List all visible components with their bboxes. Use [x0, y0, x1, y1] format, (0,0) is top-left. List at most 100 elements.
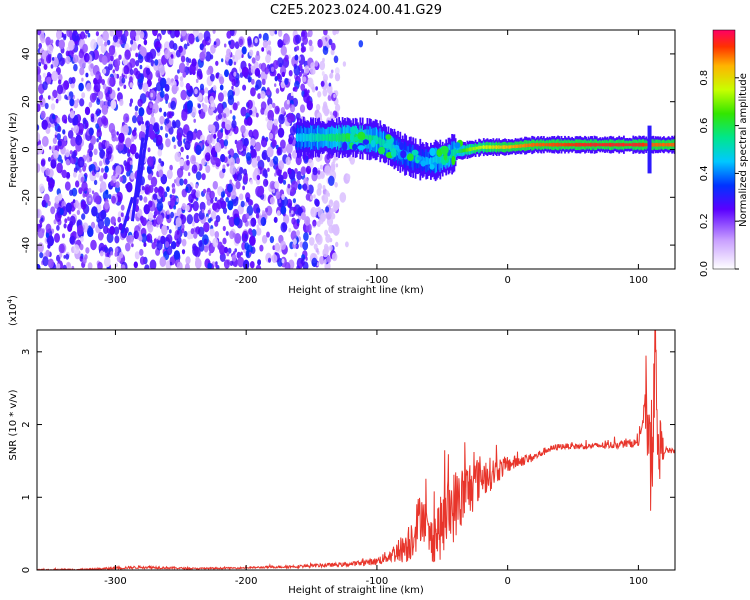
- noise-cell: [238, 38, 244, 46]
- ridge-core: [641, 142, 644, 147]
- noise-cell: [183, 178, 188, 185]
- noise-cell: [235, 180, 241, 190]
- noise-cell: [274, 83, 277, 87]
- noise-cell: [63, 80, 70, 90]
- noise-cell: [151, 242, 157, 250]
- noise-cell: [264, 110, 268, 116]
- noise-cell: [277, 57, 284, 68]
- noise-cell: [234, 41, 240, 49]
- noise-cell: [300, 83, 306, 92]
- ridge-core: [567, 142, 570, 147]
- noise-cell: [233, 216, 240, 226]
- ridge-core: [621, 143, 624, 147]
- noise-cell: [233, 61, 237, 66]
- ridge-core: [524, 143, 526, 148]
- ridge-core: [473, 147, 476, 151]
- noise-cell: [302, 256, 305, 261]
- noise-cell: [125, 137, 132, 148]
- noise-cell: [264, 67, 270, 75]
- noise-cell: [250, 217, 257, 227]
- noise-cell: [61, 114, 68, 124]
- ridge-core: [639, 142, 642, 147]
- noise-cell: [319, 171, 325, 180]
- noise-cell: [116, 255, 121, 263]
- noise-cell: [114, 235, 120, 244]
- noise-cell: [239, 193, 244, 201]
- noise-cell: [114, 251, 118, 257]
- noise-cell: [126, 235, 131, 243]
- ridge-core: [466, 147, 469, 152]
- ridge-core: [438, 156, 440, 164]
- ridge-blob: [454, 142, 461, 149]
- noise-cell: [38, 61, 42, 67]
- noise-cell: [221, 58, 224, 63]
- noise-cell: [166, 169, 173, 180]
- noise-cell: [45, 249, 50, 258]
- noise-cell: [323, 30, 328, 36]
- ridge-core: [543, 142, 545, 147]
- noise-cell: [247, 38, 252, 46]
- ridge-core: [381, 139, 384, 146]
- noise-cell: [214, 142, 222, 153]
- ridge-core: [540, 142, 543, 147]
- ridge-core: [370, 134, 372, 144]
- noise-cell: [140, 47, 147, 57]
- noise-cell: [105, 189, 109, 195]
- snr-x-ticks: -300 -200 -100 0 100: [104, 330, 648, 587]
- ridge-blob: [370, 139, 376, 148]
- figure-title: C2E5.2023.024.00.41.G29: [270, 3, 442, 18]
- noise-cell: [202, 188, 207, 194]
- noise-cell: [130, 172, 135, 180]
- ridge-core: [379, 136, 382, 146]
- noise-cell: [147, 147, 151, 153]
- noise-cell: [261, 234, 268, 244]
- ridge-core: [344, 133, 346, 142]
- noise-cell: [144, 264, 150, 269]
- noise-cell: [110, 216, 116, 225]
- noise-cell: [278, 160, 285, 170]
- noise-cell: [100, 209, 107, 220]
- ridge-core: [593, 142, 596, 147]
- noise-cell: [220, 154, 226, 163]
- noise-cell: [156, 201, 164, 212]
- ridge-blob: [400, 150, 407, 159]
- noise-cell: [246, 108, 250, 114]
- noise-cell: [291, 210, 294, 215]
- ridge-blob: [362, 139, 370, 145]
- noise-cell: [307, 77, 314, 88]
- ridge-core: [523, 144, 525, 148]
- noise-cell: [266, 146, 274, 158]
- noise-cell: [73, 124, 80, 134]
- ridge-core: [434, 155, 437, 165]
- noise-cell: [180, 146, 184, 153]
- noise-cell: [46, 54, 52, 64]
- snr-line: [37, 330, 675, 570]
- noise-cell: [67, 130, 74, 139]
- noise-cell: [58, 79, 62, 85]
- noise-cell: [333, 93, 336, 98]
- noise-cell: [212, 85, 217, 91]
- ridge-core: [380, 138, 383, 146]
- noise-cell: [328, 38, 333, 46]
- ridge-core: [308, 134, 311, 141]
- noise-cell: [71, 187, 78, 197]
- ridge-core: [337, 134, 339, 141]
- noise-cell: [220, 191, 225, 198]
- noise-cell: [319, 164, 323, 170]
- noise-cell: [261, 137, 268, 148]
- noise-cell: [114, 58, 121, 68]
- noise-cell: [50, 103, 56, 111]
- noise-cell: [106, 252, 110, 258]
- noise-cell: [143, 196, 148, 203]
- noise-cell: [272, 155, 279, 165]
- noise-cell: [280, 45, 287, 56]
- ridge-blob: [390, 147, 397, 158]
- x-tick-label: -200: [235, 576, 258, 587]
- ridge-core: [467, 148, 470, 152]
- noise-cell: [273, 216, 278, 223]
- noise-cell: [199, 51, 206, 61]
- noise-cell: [204, 95, 209, 104]
- noise-cell: [169, 40, 175, 49]
- noise-cell: [328, 82, 332, 87]
- noise-cell: [296, 230, 300, 237]
